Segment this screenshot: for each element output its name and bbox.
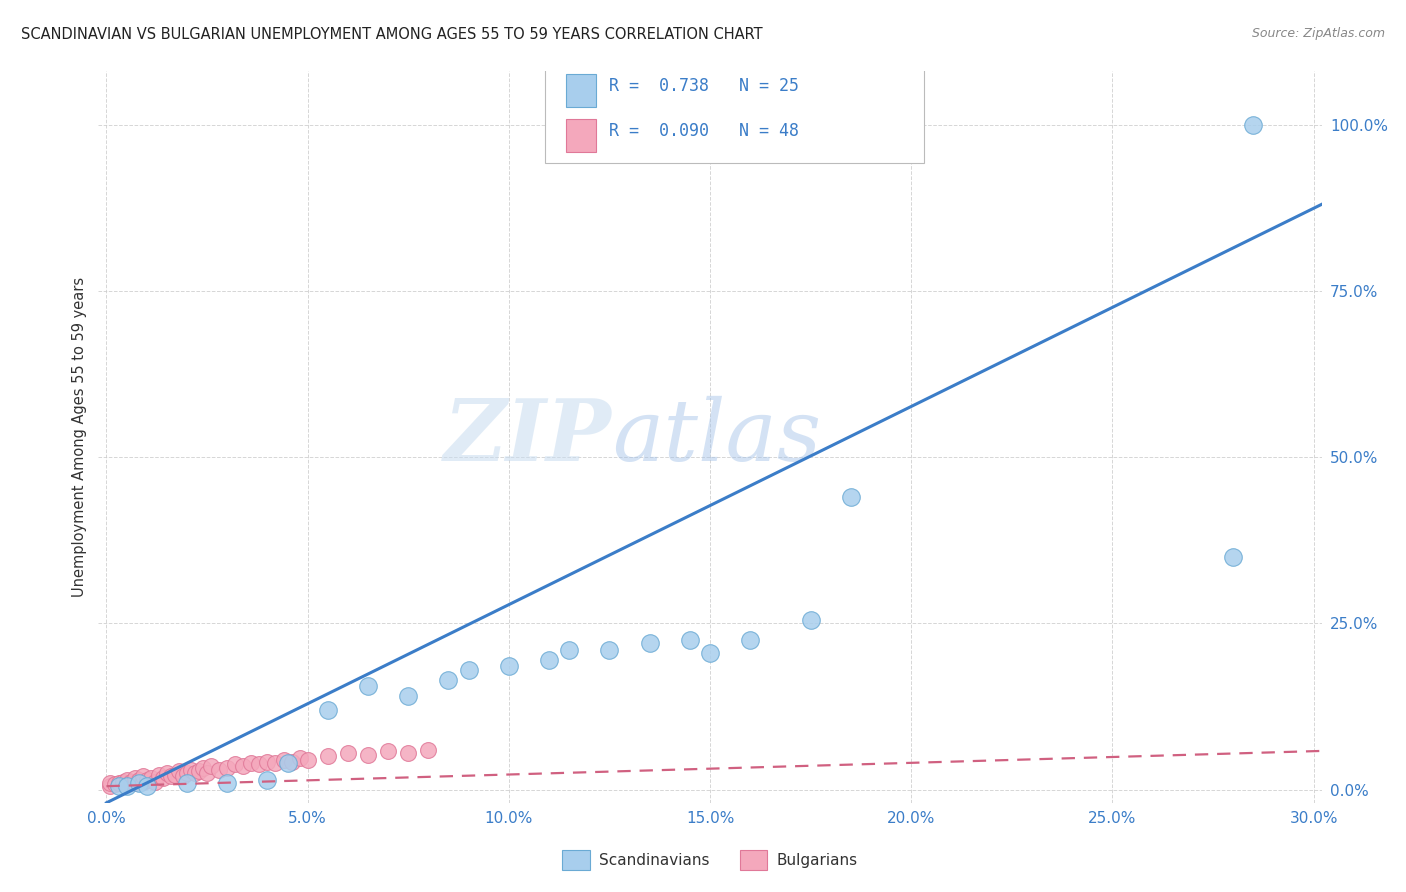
Point (120, 774, 142, 789)
Bar (565, 74, 596, 107)
Point (107, 779, 129, 793)
Point (131, 769, 153, 783)
Point (273, 753, 295, 767)
Point (152, 771, 174, 785)
Point (800, 613, 823, 627)
Point (135, 779, 157, 793)
Point (160, 769, 183, 783)
Text: Source: ZipAtlas.com: Source: ZipAtlas.com (1251, 27, 1385, 40)
Point (396, 746, 419, 760)
Point (256, 755, 278, 769)
Point (558, 643, 581, 657)
Point (131, 774, 153, 789)
Point (224, 757, 246, 772)
Point (256, 772, 278, 787)
Point (115, 779, 138, 793)
Point (115, 772, 138, 787)
Point (180, 763, 202, 777)
Point (172, 769, 194, 783)
Point (457, 663, 479, 677)
Point (357, 747, 380, 762)
Point (143, 774, 166, 789)
Point (100, 779, 122, 793)
Point (200, 759, 222, 773)
Point (1222, 549, 1244, 564)
Point (217, 776, 239, 790)
Point (128, 772, 150, 787)
Point (498, 659, 520, 673)
Point (115, 777, 138, 791)
FancyBboxPatch shape (546, 61, 924, 162)
Point (418, 742, 440, 756)
Point (232, 759, 254, 773)
Point (176, 765, 198, 780)
Point (240, 756, 263, 770)
Point (167, 764, 190, 778)
Point (100, 776, 122, 790)
Point (208, 763, 231, 777)
Point (163, 768, 186, 782)
Text: atlas: atlas (612, 396, 821, 478)
Point (679, 632, 702, 647)
Legend: Scandinavians, Bulgarians: Scandinavians, Bulgarians (557, 844, 863, 876)
Point (316, 703, 339, 717)
Point (217, 761, 239, 775)
Text: SCANDINAVIAN VS BULGARIAN UNEMPLOYMENT AMONG AGES 55 TO 59 YEARS CORRELATION CHA: SCANDINAVIAN VS BULGARIAN UNEMPLOYMENT A… (21, 27, 762, 42)
Point (839, 490, 862, 504)
Point (336, 746, 359, 760)
Point (195, 765, 218, 780)
Point (297, 753, 319, 767)
Point (103, 777, 125, 791)
Point (247, 757, 270, 772)
Text: R =  0.738   N = 25: R = 0.738 N = 25 (609, 77, 799, 95)
Point (638, 636, 661, 650)
Bar (565, 119, 596, 152)
Point (277, 756, 299, 770)
Point (148, 768, 170, 782)
Point (699, 646, 721, 660)
Point (156, 765, 179, 780)
Point (124, 771, 146, 785)
Text: ZIP: ZIP (444, 395, 612, 479)
Point (377, 744, 399, 758)
Point (740, 632, 762, 647)
Text: R =  0.090   N = 48: R = 0.090 N = 48 (609, 121, 799, 140)
Point (1241, 118, 1264, 132)
Point (176, 776, 198, 790)
Point (107, 776, 129, 790)
Point (111, 774, 134, 789)
Point (188, 764, 211, 778)
Point (316, 749, 339, 764)
Y-axis label: Unemployment Among Ages 55 to 59 years: Unemployment Among Ages 55 to 59 years (72, 277, 87, 597)
Point (357, 680, 380, 694)
Point (538, 653, 561, 667)
Point (139, 771, 162, 785)
Point (184, 765, 207, 780)
Point (598, 643, 620, 657)
Point (135, 772, 157, 787)
Point (128, 776, 150, 790)
Point (288, 750, 311, 764)
Point (280, 755, 302, 769)
Point (124, 776, 146, 790)
Point (264, 756, 287, 770)
Point (191, 761, 214, 775)
Point (396, 690, 419, 704)
Point (437, 673, 460, 687)
